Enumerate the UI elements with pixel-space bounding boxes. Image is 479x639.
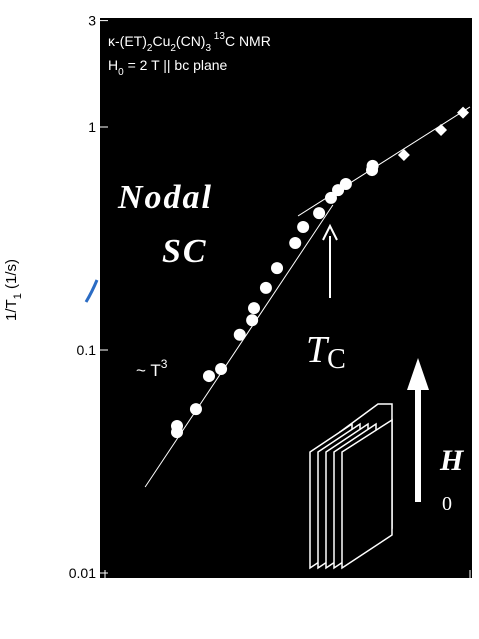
label-part: 1: [12, 293, 24, 299]
y-axis-label: 1/T1 (1/s): [3, 259, 24, 321]
label-tc: TC: [306, 329, 346, 375]
circle-point: [289, 236, 302, 249]
circle-point: [233, 328, 246, 341]
x-tick-label: 1: [101, 589, 109, 605]
x-axis-label: Temperature (K): [231, 613, 339, 630]
annotation-part: 2: [147, 43, 153, 54]
circle-point: [324, 191, 337, 204]
diamond-point: [457, 106, 470, 119]
decoration: [84, 279, 99, 303]
circle-point: [366, 159, 379, 172]
circle-point: [246, 314, 259, 327]
annotation-part: H: [108, 57, 118, 73]
annotation-part: 0: [118, 67, 124, 78]
annotation-part: 3: [205, 43, 211, 54]
annotation: κ-(ET)2Cu2(CN)3 13C NMR: [108, 31, 271, 54]
annotation: H0 = 2 T || bc plane: [108, 57, 228, 78]
x-tick-label: 1: [466, 589, 474, 605]
label-sc: SC: [162, 233, 208, 270]
annotation-part: = 2 T || bc plane: [124, 57, 228, 73]
label-part: (1/s): [3, 259, 20, 293]
label-part: H: [439, 444, 465, 477]
circle-point: [313, 207, 326, 220]
label-part: 1/T: [3, 299, 20, 321]
y-tick-label: 3: [88, 13, 96, 29]
circle-point: [215, 362, 228, 375]
diamond-point: [397, 148, 410, 161]
arrow-head: [322, 223, 338, 241]
label-power: ~ T3: [136, 357, 168, 380]
crystal-icon: [309, 403, 393, 570]
label-nodal: Nodal: [117, 179, 213, 216]
label-part: T: [306, 329, 330, 371]
circle-point: [202, 370, 215, 383]
field-arrow-head: [407, 358, 429, 390]
label-part: 0: [442, 493, 452, 515]
label-part: ~ T: [136, 361, 161, 380]
y-tick-label: 1: [88, 119, 96, 135]
circle-point: [271, 262, 284, 275]
circle-point: [297, 221, 310, 234]
diamond-point: [435, 123, 448, 136]
label-part: C: [327, 344, 346, 375]
plot-background: [100, 18, 472, 578]
annotation-part: 13: [211, 31, 225, 42]
annotation-part: (CN): [176, 33, 206, 49]
circle-point: [248, 302, 261, 315]
annotation-part: Cu: [152, 33, 170, 49]
y-tick-label: 0.1: [77, 342, 97, 358]
annotation-part: κ-(ET): [108, 33, 147, 49]
fit-line: [144, 204, 334, 488]
circle-point: [259, 281, 272, 294]
circle-point: [339, 178, 352, 191]
label-part: 3: [161, 357, 168, 371]
y-tick-label: 0.01: [69, 565, 96, 581]
circle-point: [189, 403, 202, 416]
annotation-part: C NMR: [225, 33, 271, 49]
circle-point: [171, 426, 184, 439]
annotation-part: 2: [170, 43, 176, 54]
